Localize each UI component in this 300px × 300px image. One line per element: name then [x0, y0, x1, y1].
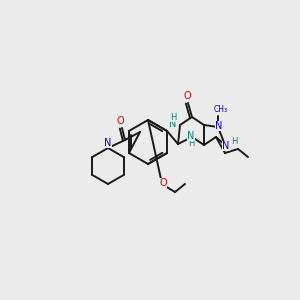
Text: CH₃: CH₃ [214, 106, 228, 115]
Text: H: H [170, 112, 176, 122]
Text: O: O [116, 116, 124, 126]
Text: N: N [104, 138, 112, 148]
Text: H: H [231, 137, 237, 146]
Text: N: N [187, 131, 195, 141]
Text: N: N [222, 141, 230, 151]
Text: H: H [188, 139, 194, 148]
Text: O: O [159, 178, 167, 188]
Text: N: N [169, 119, 177, 129]
Text: O: O [183, 91, 191, 101]
Text: N: N [215, 121, 223, 131]
